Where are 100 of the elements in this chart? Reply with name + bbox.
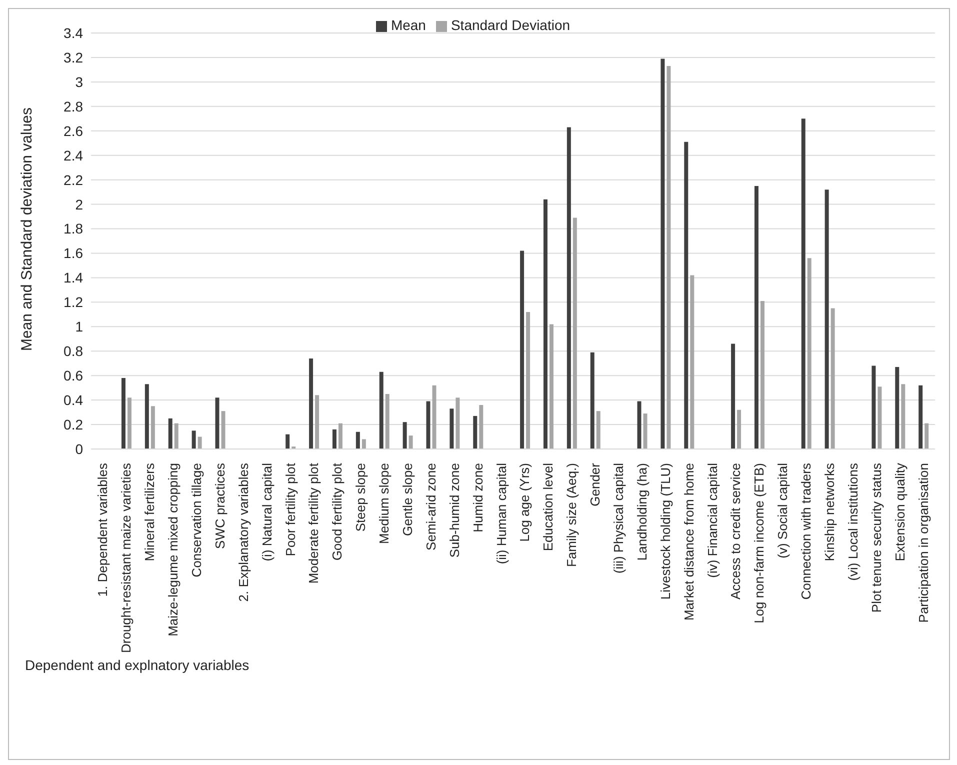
bar: [924, 423, 929, 449]
bar: [666, 66, 671, 449]
x-tick-label: Extension quality: [892, 462, 908, 562]
x-tick-label: Plot tenure security status: [868, 462, 884, 613]
bar: [754, 186, 758, 449]
bar: [918, 385, 923, 449]
x-tick-label: Participation in organisation: [916, 463, 931, 623]
bar: [215, 398, 220, 449]
bar: [830, 308, 835, 449]
x-tick-label: (v) Social capital: [775, 462, 790, 558]
y-tick-label: 1.8: [64, 220, 84, 237]
x-tick-label: Medium slope: [376, 463, 392, 544]
bar: [426, 401, 430, 449]
bar: [872, 366, 876, 449]
legend-label: Mean: [390, 17, 426, 33]
bar: [356, 432, 360, 449]
bar: [402, 422, 407, 449]
bar: [385, 394, 390, 449]
bar: [737, 410, 742, 449]
y-tick-label: 2.6: [64, 122, 84, 139]
bar: [338, 423, 342, 449]
x-tick-label: Log age (Yrs): [517, 463, 532, 542]
bar: [456, 398, 460, 449]
bar: [731, 344, 736, 449]
y-tick-label: 1: [75, 318, 84, 335]
y-tick-label: 3.2: [64, 49, 84, 66]
y-tick-label: 3: [75, 74, 84, 90]
bar: [643, 414, 648, 449]
bar: [168, 418, 172, 449]
y-tick-label: 2.8: [64, 98, 84, 114]
bar: [309, 358, 314, 449]
x-tick-label: Conservation tillage: [189, 463, 204, 578]
bar: [286, 434, 290, 449]
bar: [549, 324, 554, 449]
bar: [760, 300, 764, 449]
x-tick-label: Market distance from home: [681, 463, 696, 621]
y-axis-title: Mean and Standard deviation values: [18, 107, 36, 351]
y-tick-label: 0.2: [64, 416, 84, 432]
bar: [801, 118, 806, 449]
x-tick-label: (iii) Physical capital: [611, 462, 626, 574]
bar: [807, 258, 812, 449]
y-tick-label: 1.2: [64, 294, 84, 310]
bar: [543, 199, 548, 449]
legend-label: Standard Deviation: [450, 17, 570, 33]
bar: [572, 218, 577, 449]
y-tick-label: 0: [75, 440, 84, 457]
x-tick-label: Mineral fertilizers: [142, 462, 158, 562]
x-axis-title: Dependent and explnatory variables: [25, 657, 250, 673]
bar: [144, 384, 149, 449]
x-tick-label: Maize-legume mixed cropping: [166, 463, 181, 636]
y-tick-label: 1.4: [64, 270, 84, 286]
bar: [660, 58, 665, 449]
bar: [684, 142, 688, 449]
x-tick-label: Education level: [540, 462, 556, 552]
bar: [596, 411, 600, 449]
bar: [473, 416, 478, 449]
x-tick-label: 2. Explanatory variables: [236, 462, 251, 602]
bar: [690, 275, 694, 449]
x-tick-label: (iv) Financial capital: [704, 462, 720, 578]
y-tick-label: 1.6: [64, 245, 84, 262]
x-tick-label: Connection with traders: [798, 462, 814, 600]
x-tick-label: Livestock holding (TLU): [658, 463, 673, 600]
x-tick-label: (ii) Human capital: [494, 462, 509, 564]
x-tick-label: Gentle slope: [400, 463, 415, 536]
bar: [408, 436, 413, 449]
x-tick-label: (i) Natural capital: [259, 462, 274, 562]
x-tick-label: Humid zone: [470, 463, 486, 532]
x-tick-label: Steep slope: [353, 463, 368, 532]
x-tick-label: Access to credit service: [728, 463, 744, 600]
x-tick-label: Gender: [588, 462, 603, 506]
bar: [379, 372, 384, 449]
bar: [526, 312, 530, 449]
bar: [878, 386, 882, 449]
bar: [150, 406, 155, 449]
x-tick-label: Poor fertility plot: [282, 462, 298, 556]
bar: [895, 367, 900, 449]
x-tick-label: Log non-farm income (ETB): [752, 463, 767, 624]
x-tick-label: Landholding (ha): [634, 463, 650, 561]
y-tick-label: 0.4: [64, 392, 84, 408]
x-tick-label: 1. Dependent variables: [95, 462, 110, 597]
x-tick-label: Drought-resistant maize varieties: [118, 462, 134, 654]
y-tick-label: 2: [75, 196, 84, 212]
bar: [520, 250, 524, 449]
bar: [127, 398, 132, 449]
bar: [450, 408, 454, 449]
y-tick-label: 2.2: [64, 172, 84, 188]
y-tick-label: 2.4: [64, 147, 84, 164]
bar: [479, 404, 484, 449]
bar: [221, 411, 226, 449]
bar: [121, 378, 126, 449]
bar: [332, 429, 336, 449]
x-tick-label: Moderate fertility plot: [306, 462, 322, 584]
bar: [566, 127, 571, 449]
bar: [637, 401, 642, 449]
x-tick-label: Good fertility plot: [330, 462, 345, 561]
bar: [824, 190, 829, 449]
x-tick-label: (vi) Local institutions: [845, 462, 860, 581]
bar: [315, 395, 320, 449]
bar: [362, 439, 366, 449]
x-tick-label: Kinship networks: [822, 462, 837, 562]
